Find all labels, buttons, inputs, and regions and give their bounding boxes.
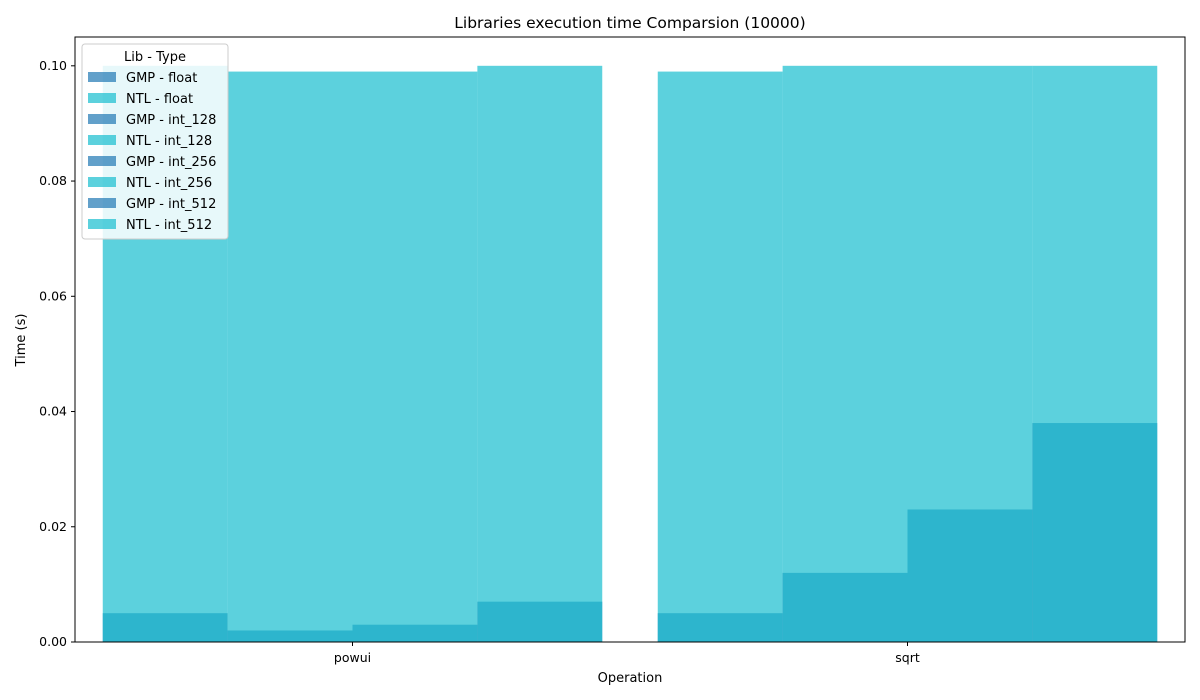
legend-items: GMP - float NTL - float GMP - int_128 NTL -… <box>88 71 216 233</box>
legend-title: Lib - Type <box>124 50 186 65</box>
bar-ntl-int-512-powui <box>477 65 603 643</box>
legend-swatch <box>88 198 116 208</box>
y-axis-label: Time (s) <box>14 314 29 368</box>
legend-frame <box>81 43 229 240</box>
bar-ntl-int-256-sqrt <box>907 65 1033 643</box>
legend-swatch <box>88 177 116 187</box>
legend-swatch <box>88 156 116 166</box>
bar-ntl-int-256-powui <box>352 71 478 643</box>
legend-label: GMP - int_256 <box>126 155 216 170</box>
x-tick-label: powui <box>334 650 371 665</box>
x-axis-label: Operation <box>598 671 663 686</box>
x-tick-label: sqrt <box>895 650 920 665</box>
legend-label: NTL - int_256 <box>126 176 212 191</box>
legend-label: NTL - int_512 <box>126 218 212 233</box>
legend-swatch <box>88 93 116 103</box>
x-axis: powui sqrt <box>334 642 920 665</box>
plot-frame <box>74 36 1186 643</box>
y-tick-label: 0.02 <box>39 519 67 534</box>
plot-area: 0.00 0.02 0.04 0.06 0.08 0.10 powui sqrt <box>39 36 1186 665</box>
legend-swatch <box>88 219 116 229</box>
y-tick-label: 0.08 <box>39 173 67 188</box>
legend-swatch <box>88 72 116 82</box>
legend-swatch <box>88 114 116 124</box>
legend-label: NTL - int_128 <box>126 134 212 149</box>
y-tick-label: 0.04 <box>39 404 67 419</box>
legend-swatch <box>88 135 116 145</box>
legend-label: GMP - float <box>126 71 197 86</box>
y-axis: 0.00 0.02 0.04 0.06 0.08 0.10 <box>39 58 75 649</box>
bar-ntl-int-512-sqrt <box>1032 65 1158 643</box>
y-tick-label: 0.10 <box>39 58 67 73</box>
y-tick-label: 0.06 <box>39 288 67 303</box>
chart-title: Libraries execution time Comparsion (100… <box>454 14 805 32</box>
y-tick-label: 0.00 <box>39 634 67 649</box>
bar-ntl-int-128-powui <box>227 71 353 643</box>
legend-label: GMP - int_128 <box>126 113 216 128</box>
legend: Lib - Type GMP - float NTL - float GMP - i… <box>81 43 229 240</box>
bar-ntl-int-128-sqrt <box>782 65 908 643</box>
legend-label: GMP - int_512 <box>126 197 216 212</box>
legend-label: NTL - float <box>126 92 193 107</box>
bar-ntl-float-sqrt <box>657 71 783 643</box>
bars <box>102 65 1158 643</box>
